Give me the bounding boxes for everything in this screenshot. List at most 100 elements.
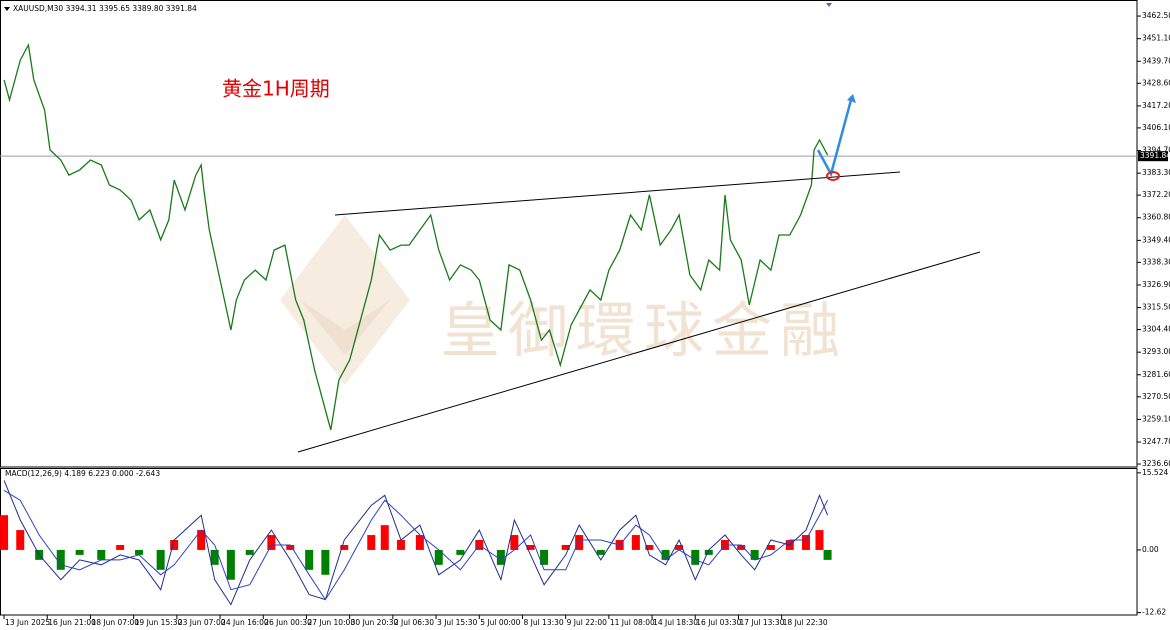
macd-header: MACD(12,26,9) 4.189 6.223 0.000 -2.643 (5, 469, 160, 478)
y-tick-label: 3372.20 (1142, 190, 1170, 199)
x-tick-label: 26 Jun 00:30 (264, 618, 312, 627)
y-tick-label: 3236.60 (1142, 459, 1170, 468)
x-tick-label: 16 Jul 03:30 (696, 618, 741, 627)
macd-histogram-bar (380, 525, 389, 550)
x-tick-label: 2 Jul 06:30 (394, 618, 434, 627)
current-price-label: 3391.84 (1140, 151, 1170, 160)
macd-histogram-bar (226, 549, 235, 580)
y-tick-label: 3428.60 (1142, 78, 1170, 87)
macd-histogram-bar (526, 544, 535, 550)
price-panel-border (0, 0, 1138, 468)
macd-histogram-bar (245, 549, 254, 555)
y-tick-label: 0.00 (1142, 545, 1159, 554)
y-tick-label: 3293.00 (1142, 347, 1170, 356)
y-tick-label: 3259.10 (1142, 414, 1170, 423)
y-tick-label: -12.62 (1142, 608, 1166, 617)
x-tick-label: 18 Jun 07:00 (91, 618, 139, 627)
y-tick-label: 3394.70 (1142, 146, 1170, 155)
macd-histogram-bar (56, 549, 65, 570)
macd-histogram-bar (210, 549, 219, 565)
x-tick-label: 27 Jun 10:00 (307, 618, 355, 627)
x-tick-label: 3 Jul 15:30 (437, 618, 477, 627)
price-line (3, 42, 829, 431)
y-tick-label: 3451.10 (1142, 34, 1170, 43)
y-tick-label: 3462.50 (1142, 11, 1170, 20)
y-tick-label: 3417.20 (1142, 101, 1170, 110)
macd-histogram-bar (197, 530, 206, 550)
macd-histogram-bar (16, 530, 25, 550)
y-tick-label: 3439.70 (1142, 56, 1170, 65)
macd-histogram-bar (396, 540, 405, 550)
x-tick-label: 8 Jul 13:30 (523, 618, 563, 627)
support-line (297, 251, 981, 453)
y-tick-label: 3338.30 (1142, 257, 1170, 266)
macd-histogram-bar (0, 515, 9, 550)
y-tick-label: 3247.70 (1142, 437, 1170, 446)
current-price-box (1138, 151, 1168, 162)
x-tick-label: 30 Jun 20:30 (351, 618, 399, 627)
macd-histogram-bar (305, 549, 314, 570)
x-tick-label: 18 Jul 22:30 (783, 618, 828, 627)
macd-histogram-bar (321, 549, 330, 575)
macd-histogram-bar (170, 540, 179, 550)
y-tick-label: 3326.90 (1142, 280, 1170, 289)
x-tick-label: 13 Jun 2025 (5, 618, 50, 627)
macd-histogram-bar (631, 535, 640, 550)
x-tick-label: 9 Jul 22:00 (567, 618, 607, 627)
macd-histogram-bar (340, 544, 349, 550)
macd-histogram-bar (286, 544, 295, 550)
macd-histogram-bar (675, 544, 684, 550)
macd-histogram-bar (116, 544, 125, 550)
macd-histogram-bar (415, 535, 424, 550)
arrow-head (847, 94, 856, 103)
x-tick-label: 16 Jun 21:00 (48, 618, 96, 627)
watermark: 皇御環球金融 (440, 297, 848, 367)
macd-histogram-bar (661, 549, 670, 560)
x-tick-label: 5 Jul 00:00 (480, 618, 520, 627)
macd-histogram-bar (75, 549, 84, 555)
macd-histogram-bar (704, 549, 713, 555)
y-tick-label: 15.524 (1142, 468, 1168, 477)
macd-histogram-bar (367, 535, 376, 550)
y-tick-label: 3406.10 (1142, 123, 1170, 132)
macd-histogram-bar (561, 544, 570, 550)
y-tick-label: 3270.50 (1142, 392, 1170, 401)
x-tick-label: 23 Jun 07:00 (178, 618, 226, 627)
macd-histogram-bar (750, 549, 759, 560)
macd-histogram-bar (135, 549, 144, 555)
menu-triangle (4, 7, 10, 11)
shift-marker (826, 3, 832, 7)
annotation: 黄金1H周期 (222, 77, 330, 101)
forecast-arrow (816, 99, 853, 178)
macd-histogram-bar (267, 535, 276, 550)
macd-histogram-bar (737, 544, 746, 550)
y-tick-label: 3383.30 (1142, 168, 1170, 177)
y-tick-label: 3304.40 (1142, 325, 1170, 334)
macd-histogram-bar (97, 549, 106, 560)
macd-histogram-bar (575, 535, 584, 550)
macd-histogram-bar (645, 544, 654, 550)
macd-histogram-bar (823, 549, 832, 560)
x-tick-label: 11 Jul 08:00 (610, 618, 655, 627)
macd-histogram-bar (510, 535, 519, 550)
price-header: XAUUSD,M30 3394.31 3395.65 3389.80 3391.… (13, 4, 197, 13)
y-tick-label: 3281.60 (1142, 370, 1170, 379)
macd-line (3, 489, 829, 601)
y-tick-label: 3349.40 (1142, 235, 1170, 244)
macd-histogram-bar (540, 549, 549, 565)
y-tick-label: 3360.80 (1142, 213, 1170, 222)
macd-line (3, 480, 829, 606)
macd-histogram-bar (766, 544, 775, 550)
macd-histogram-bar (815, 530, 824, 550)
macd-histogram-bar (691, 549, 700, 565)
x-tick-label: 17 Jul 13:30 (739, 618, 784, 627)
macd-histogram-bar (801, 535, 810, 550)
retest-circle (826, 171, 840, 181)
macd-histogram-bar (496, 549, 505, 565)
macd-histogram-bar (596, 549, 605, 555)
macd-histogram-bar (434, 549, 443, 565)
x-tick-label: 24 Jun 16:00 (221, 618, 269, 627)
macd-histogram-bar (156, 549, 165, 570)
x-tick-label: 14 Jul 18:30 (653, 618, 698, 627)
